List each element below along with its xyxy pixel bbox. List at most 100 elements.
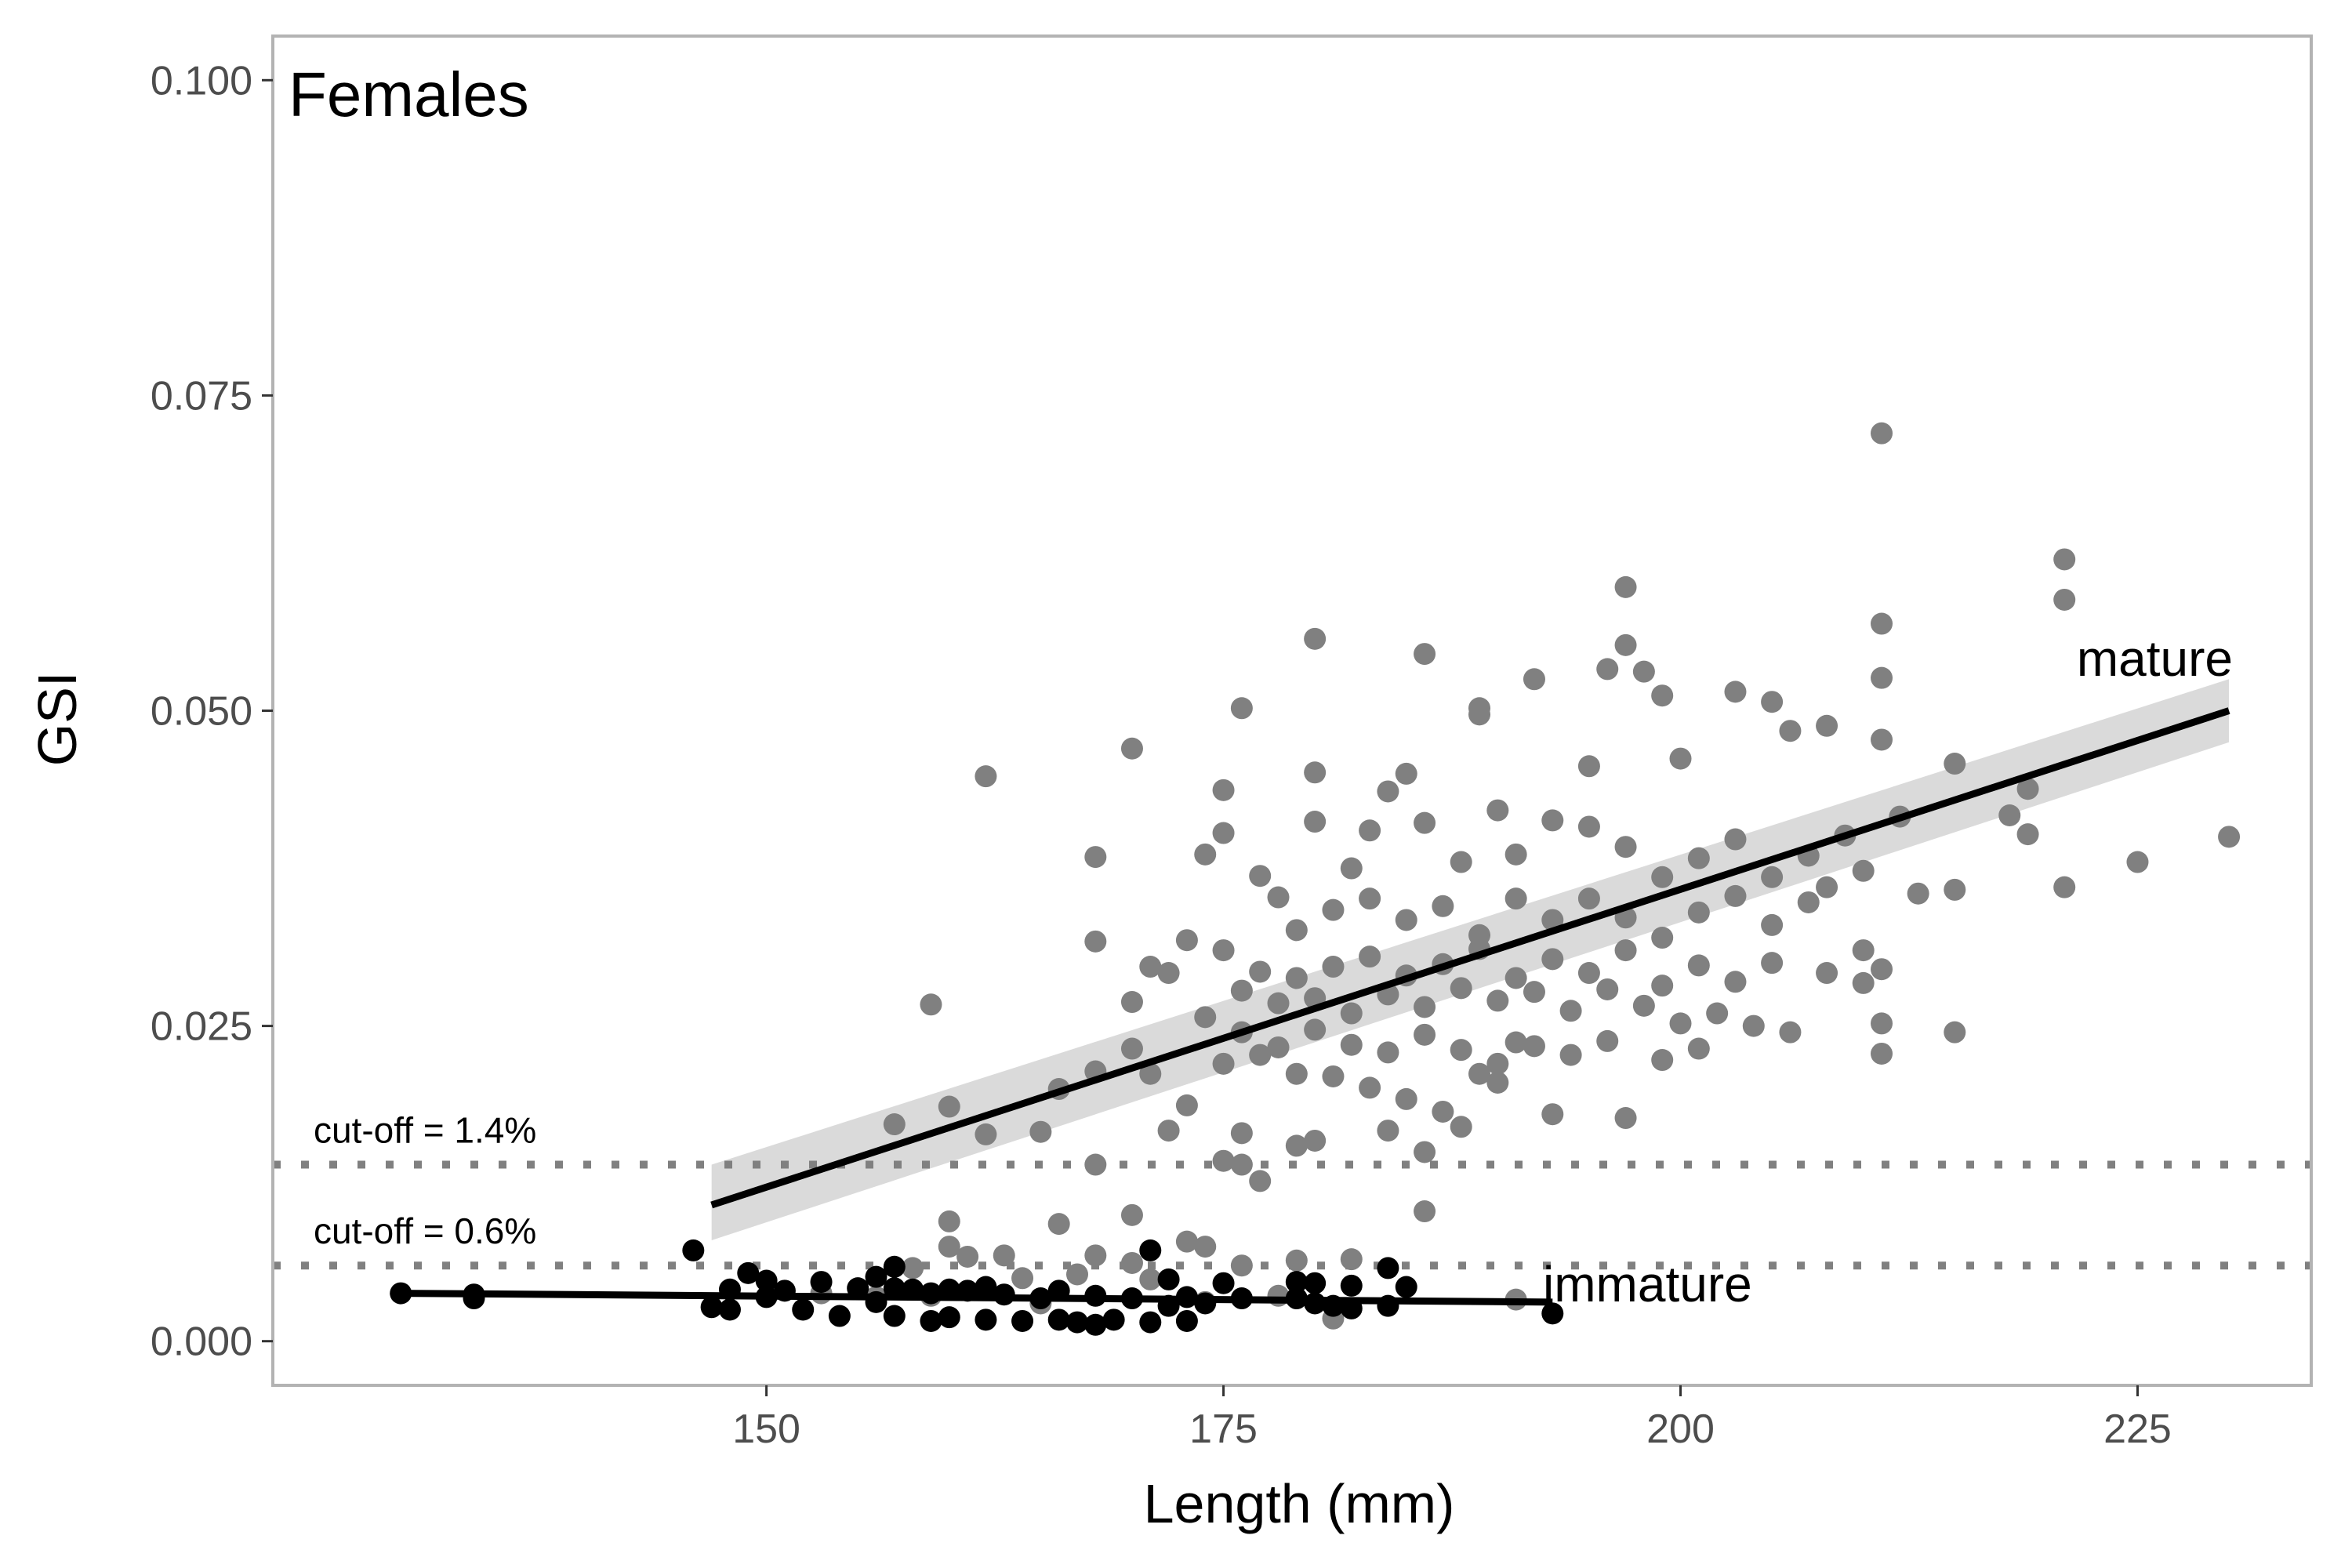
data-point-immature: [700, 1296, 723, 1319]
cutoff-label: cut-off = 0.6%: [314, 1210, 536, 1251]
data-point-mature: [1761, 691, 1784, 713]
data-point-mature: [1651, 1049, 1674, 1072]
data-point-mature: [2053, 588, 2076, 611]
data-point-mature: [1632, 660, 1655, 683]
data-point-immature: [1139, 1239, 1162, 1261]
data-point-mature: [2016, 778, 2039, 800]
data-point-mature: [993, 1244, 1015, 1267]
data-point-immature: [920, 1309, 942, 1332]
data-point-mature: [1377, 1041, 1399, 1064]
data-point-immature: [975, 1276, 997, 1298]
data-point-mature: [1047, 1213, 1070, 1236]
data-point-mature: [1486, 989, 1509, 1012]
data-point-immature: [1102, 1308, 1125, 1331]
data-point-mature: [1724, 681, 1747, 703]
data-point-immature: [1285, 1271, 1308, 1294]
data-point-immature: [1139, 1311, 1162, 1334]
data-point-mature: [1249, 865, 1272, 887]
data-point-mature: [1194, 1236, 1217, 1258]
data-point-mature: [1359, 887, 1381, 910]
data-point-mature: [1871, 666, 1893, 689]
data-point-mature: [1816, 962, 1838, 985]
data-point-mature: [1175, 1094, 1198, 1116]
data-point-mature: [2053, 876, 2076, 898]
data-point-mature: [1486, 799, 1509, 822]
data-point-immature: [865, 1265, 887, 1288]
data-point-mature: [1267, 992, 1290, 1014]
data-point-mature: [1907, 882, 1929, 905]
data-point-mature: [1651, 975, 1674, 997]
data-point-mature: [1486, 1052, 1509, 1075]
data-point-mature: [1614, 633, 1637, 656]
data-point-mature: [1120, 1251, 1143, 1274]
data-point-mature: [1816, 876, 1838, 898]
data-point-mature: [1450, 851, 1472, 873]
data-point-mature: [1724, 884, 1747, 907]
data-point-mature: [1304, 811, 1327, 833]
data-point-mature: [1066, 1263, 1089, 1286]
data-point-immature: [1047, 1308, 1070, 1331]
data-point-mature: [1120, 737, 1143, 760]
data-point-mature: [956, 1245, 979, 1268]
data-point-mature: [1651, 684, 1674, 707]
data-point-mature: [1871, 612, 1893, 635]
data-point-mature: [1669, 747, 1692, 770]
data-point-mature: [1541, 1103, 1564, 1126]
data-point-mature: [1614, 1107, 1637, 1130]
data-point-immature: [737, 1261, 760, 1284]
data-point-mature: [1395, 909, 1417, 931]
data-point-mature: [1212, 822, 1235, 844]
data-point-mature: [1414, 1200, 1436, 1223]
data-point-mature: [1504, 843, 1527, 866]
data-point-mature: [1871, 728, 1893, 751]
data-point-mature: [1871, 1042, 1893, 1065]
data-point-mature: [1304, 761, 1327, 784]
data-point-mature: [938, 1236, 960, 1258]
data-point-mature: [1651, 927, 1674, 949]
data-point-mature: [1944, 878, 1966, 901]
data-point-mature: [1414, 1141, 1436, 1163]
data-point-mature: [1761, 866, 1784, 888]
data-point-mature: [1285, 1134, 1308, 1157]
data-point-mature: [1504, 1031, 1527, 1054]
data-point-mature: [1304, 627, 1327, 650]
data-point-mature: [1669, 1012, 1692, 1035]
data-point-mature: [1175, 929, 1198, 952]
data-point-immature: [1194, 1292, 1217, 1315]
data-point-mature: [1157, 1120, 1180, 1142]
data-point-mature: [2016, 823, 2039, 846]
data-point-immature: [1066, 1311, 1089, 1334]
data-point-mature: [1084, 846, 1107, 869]
data-point-mature: [1998, 804, 2021, 826]
data-points-layer: [390, 422, 2241, 1336]
data-point-mature: [1596, 658, 1619, 681]
data-point-mature: [1651, 866, 1674, 888]
data-point-immature: [1340, 1274, 1363, 1297]
data-point-mature: [1577, 962, 1600, 985]
data-point-mature: [1724, 828, 1747, 851]
data-point-immature: [1541, 1302, 1564, 1325]
data-point-mature: [1761, 952, 1784, 975]
data-point-immature: [792, 1298, 815, 1321]
data-point-mature: [975, 765, 997, 788]
data-point-mature: [902, 1257, 924, 1279]
data-point-mature: [1559, 1044, 1582, 1066]
data-point-mature: [1852, 859, 1875, 882]
data-point-mature: [1414, 811, 1436, 834]
data-point-mature: [2218, 826, 2241, 848]
fit-line-mature: [710, 707, 2230, 1209]
data-point-mature: [1450, 1116, 1472, 1138]
cutoff-label: cut-off = 1.4%: [314, 1110, 536, 1151]
data-point-mature: [938, 1210, 960, 1232]
data-point-mature: [1285, 1249, 1308, 1272]
data-point-mature: [1687, 1037, 1710, 1060]
data-point-mature: [1450, 977, 1472, 1000]
data-point-mature: [1340, 1248, 1363, 1271]
data-point-mature: [2126, 851, 2149, 873]
data-point-mature: [1230, 979, 1253, 1002]
data-point-mature: [1359, 946, 1381, 968]
data-point-mature: [1577, 887, 1600, 910]
data-point-mature: [1541, 809, 1564, 832]
data-point-immature: [1084, 1313, 1107, 1336]
data-point-immature: [1175, 1309, 1198, 1332]
